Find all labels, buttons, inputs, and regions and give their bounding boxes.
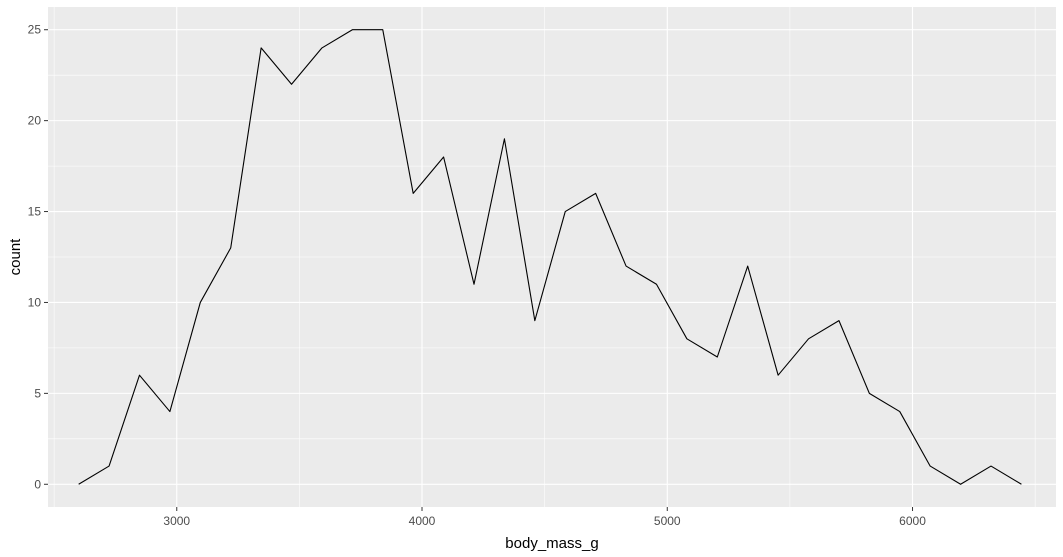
x-tick-label: 5000 bbox=[654, 514, 681, 528]
x-tick-label: 3000 bbox=[163, 514, 190, 528]
series-line bbox=[78, 29, 1022, 485]
grid-minor bbox=[48, 7, 1056, 507]
x-axis-title: body_mass_g bbox=[505, 535, 598, 552]
y-tick-label: 15 bbox=[28, 205, 42, 219]
y-axis-title: count bbox=[7, 238, 24, 276]
y-tick-label: 20 bbox=[28, 114, 42, 128]
y-tick-label: 10 bbox=[28, 295, 42, 309]
x-tick-label: 4000 bbox=[409, 514, 436, 528]
x-axis: 3000 4000 5000 6000 bbox=[163, 507, 926, 528]
y-axis: 0 5 10 15 20 25 bbox=[28, 23, 48, 491]
grid-major bbox=[48, 7, 1056, 507]
y-tick-label: 25 bbox=[28, 23, 42, 37]
y-tick-label: 0 bbox=[34, 477, 41, 491]
series-layer bbox=[78, 29, 1022, 485]
y-tick-label: 5 bbox=[34, 386, 41, 400]
x-tick-label: 6000 bbox=[899, 514, 926, 528]
